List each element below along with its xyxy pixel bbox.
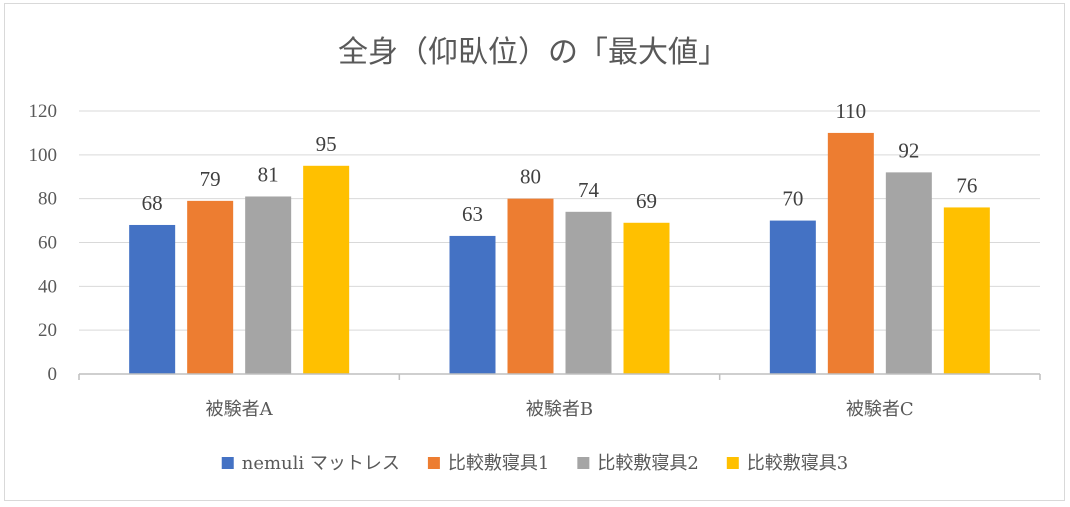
x-axis: 被験者A 被験者B 被験者C <box>78 373 1041 420</box>
legend-item: 比較敷寝具2 <box>577 453 699 474</box>
x-category-label: 被験者C <box>846 399 914 420</box>
data-label: 92 <box>898 138 919 162</box>
data-label: 69 <box>636 189 657 213</box>
bar <box>827 132 874 374</box>
data-label: 95 <box>316 132 337 156</box>
chart-title: 全身（仰臥位）の「最大値」 <box>338 35 728 70</box>
legend-swatch <box>577 457 590 469</box>
data-label: 68 <box>142 191 163 215</box>
legend-label: nemuli マットレス <box>242 453 400 474</box>
legend-label: 比較敷寝具2 <box>597 453 698 474</box>
y-tick-label: 100 <box>29 145 58 166</box>
data-label: 63 <box>462 202 483 226</box>
data-label: 81 <box>258 162 279 186</box>
y-tick-label: 40 <box>38 276 57 297</box>
bar <box>507 198 554 374</box>
bar <box>303 165 350 374</box>
legend-label: 比較敷寝具3 <box>747 453 848 474</box>
data-label: 110 <box>835 99 866 123</box>
data-label: 80 <box>520 165 541 189</box>
x-category-label: 被験者A <box>206 399 274 420</box>
y-tick-label: 20 <box>38 320 57 341</box>
legend-item: nemuli マットレス <box>221 453 400 474</box>
y-tick-label: 80 <box>38 189 57 210</box>
bar <box>449 235 496 374</box>
bar <box>245 196 292 374</box>
legend: nemuli マットレス 比較敷寝具1 比較敷寝具2 比較敷寝具3 <box>221 453 848 474</box>
bar <box>769 220 816 374</box>
data-label: 76 <box>956 173 977 197</box>
legend-swatch <box>427 457 440 469</box>
data-label: 79 <box>200 167 221 191</box>
bar <box>885 172 932 374</box>
y-tick-label: 0 <box>48 364 58 385</box>
bars <box>129 132 990 374</box>
bar <box>187 200 234 374</box>
bar <box>129 224 176 374</box>
data-label: 70 <box>782 187 803 211</box>
legend-item: 比較敷寝具3 <box>726 453 848 474</box>
x-category-label: 被験者B <box>526 399 593 420</box>
legend-swatch <box>726 457 739 469</box>
bar <box>943 207 990 374</box>
legend-swatch <box>221 457 234 469</box>
gridlines <box>79 110 1040 331</box>
data-label: 74 <box>578 178 600 202</box>
legend-label: 比較敷寝具1 <box>448 453 549 474</box>
bar <box>623 222 670 374</box>
y-axis-ticks: 0 20 40 60 80 100 120 <box>29 101 58 385</box>
bar <box>565 211 612 374</box>
data-labels: 68 63 70 79 80 110 81 74 92 95 69 76 <box>142 99 978 226</box>
y-tick-label: 120 <box>29 101 58 122</box>
legend-item: 比較敷寝具1 <box>427 453 549 474</box>
y-tick-label: 60 <box>38 233 57 254</box>
